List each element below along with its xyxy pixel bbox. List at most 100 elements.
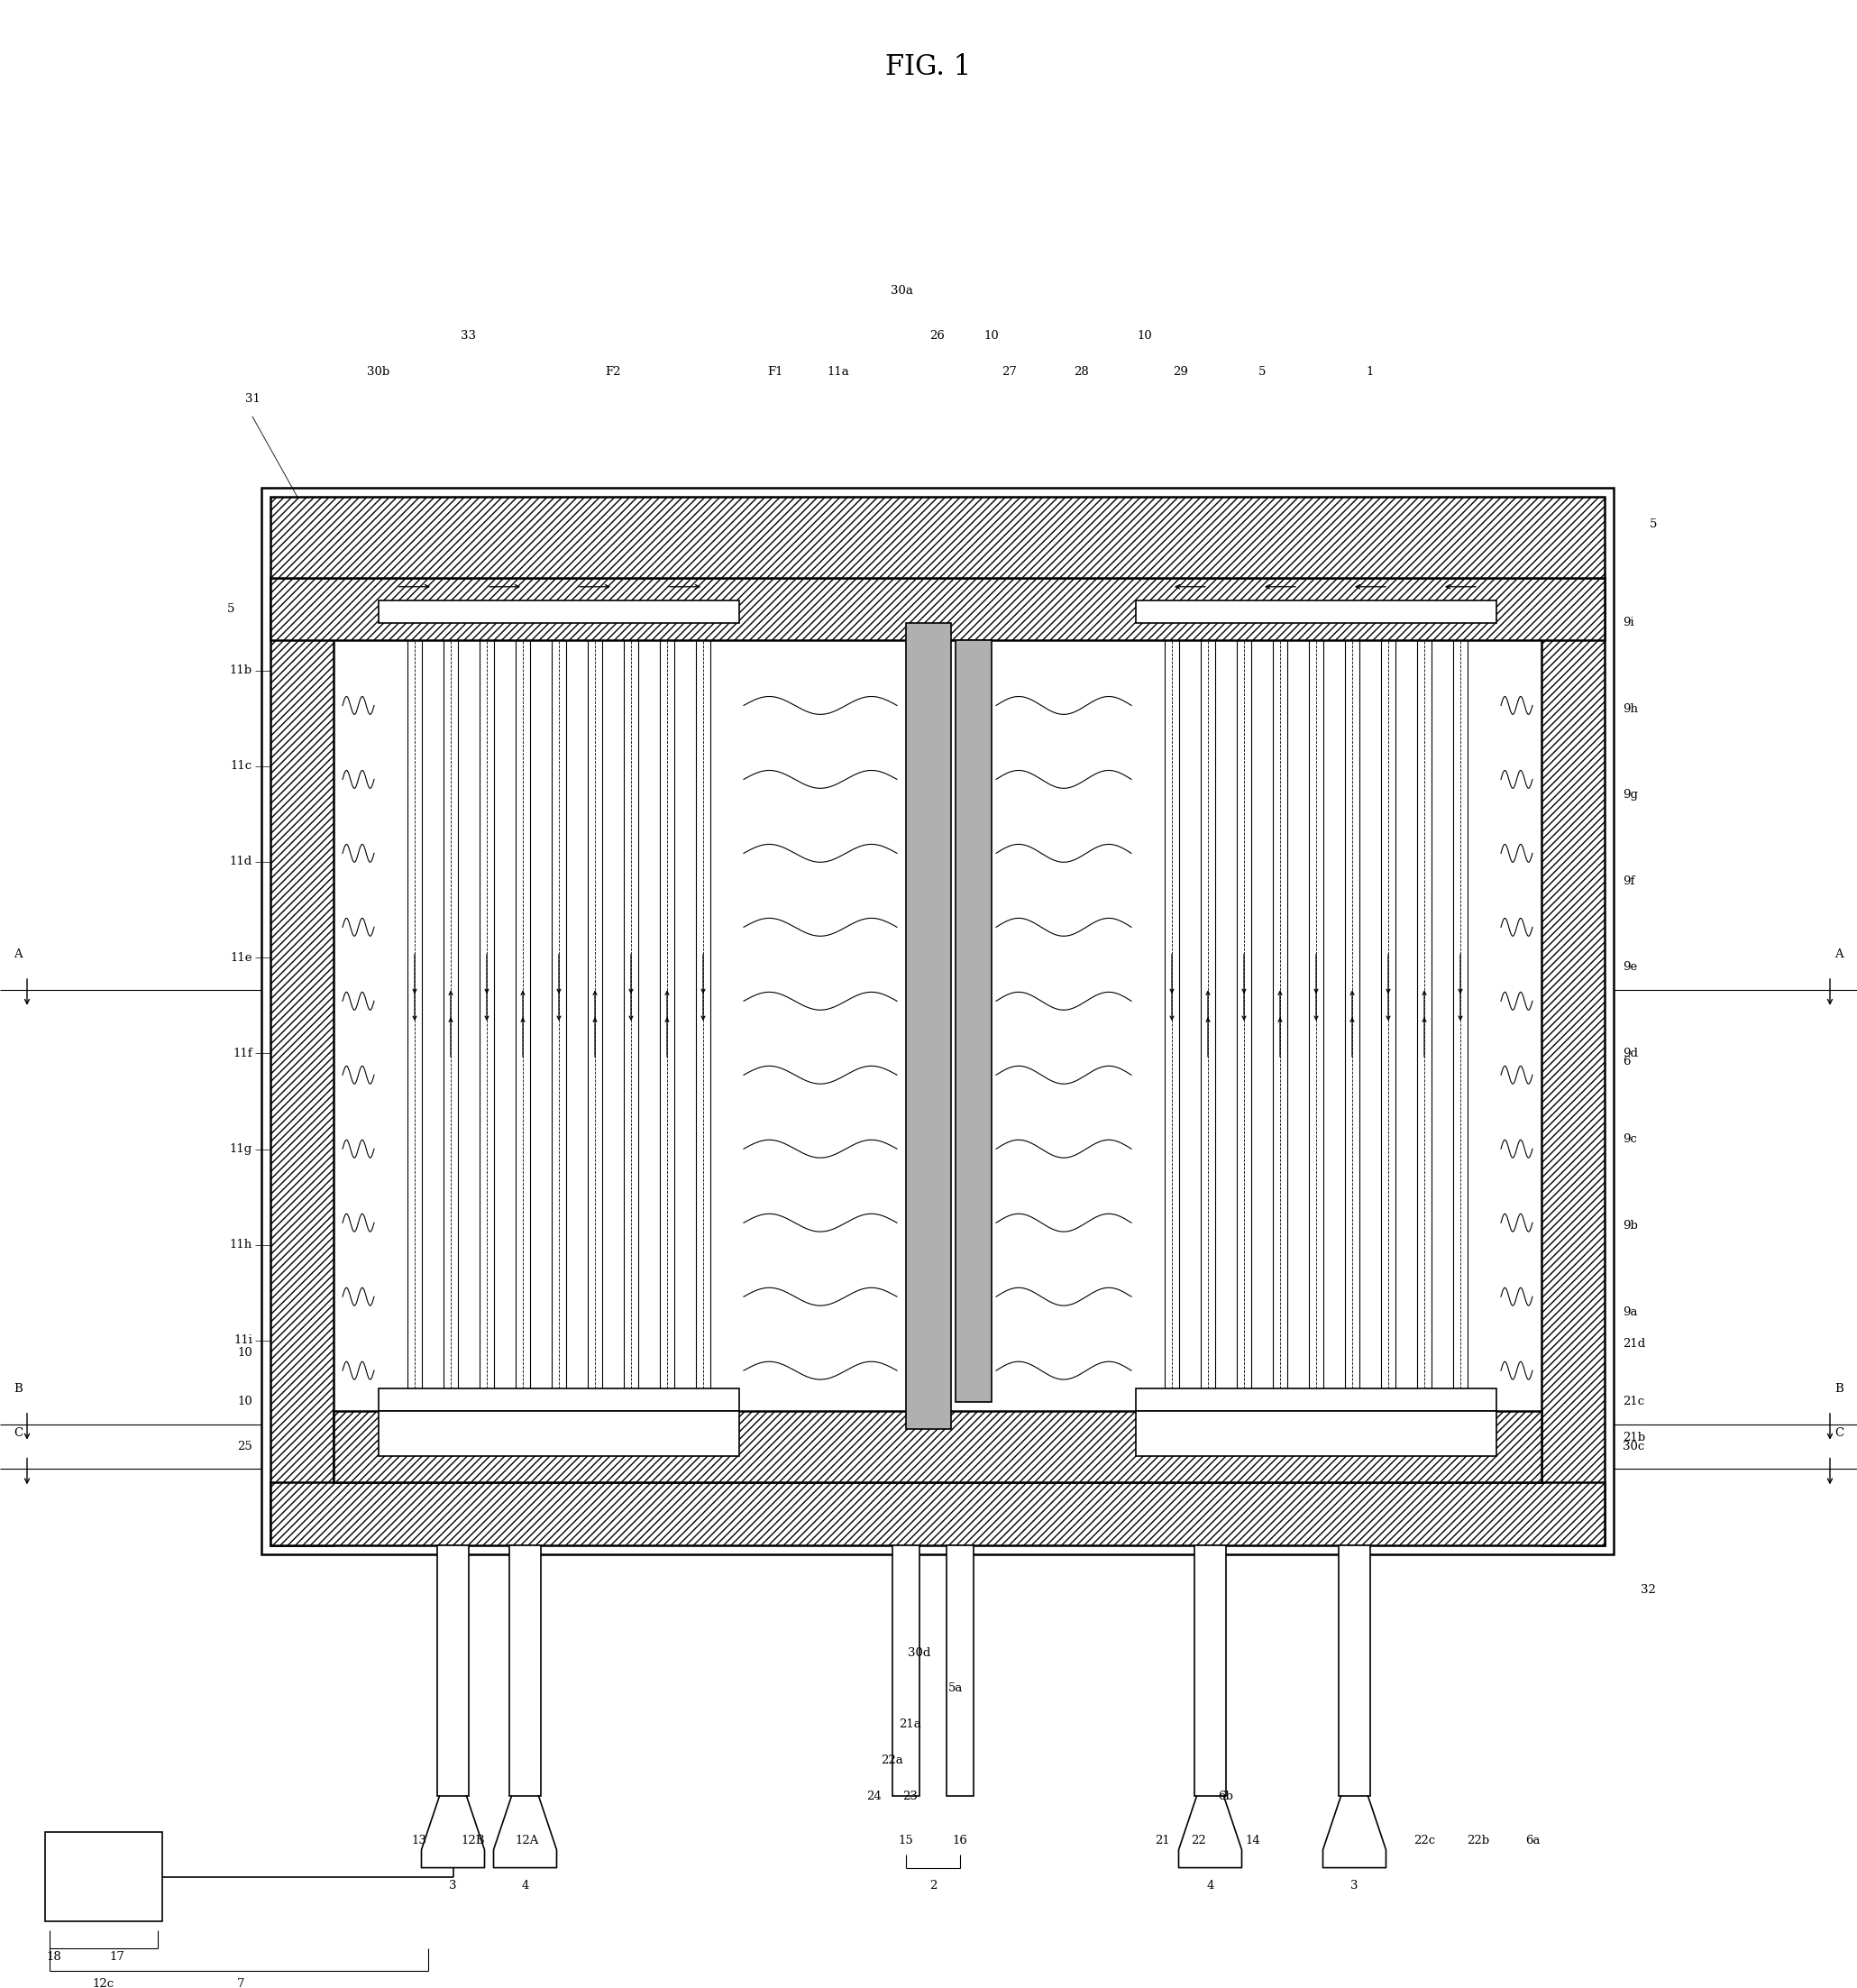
Text: 30b: 30b (368, 366, 390, 378)
Text: 18: 18 (46, 1952, 61, 1962)
Text: 2: 2 (928, 1881, 936, 1891)
Bar (906, 622, 951, 1429)
Bar (436, 1545, 468, 1795)
Text: 10: 10 (1136, 330, 1153, 342)
Text: 33: 33 (461, 330, 477, 342)
Text: 21d: 21d (1623, 1338, 1645, 1350)
Bar (262, 489, 1614, 1555)
Bar (1194, 1545, 1226, 1795)
Text: 11e: 11e (230, 952, 253, 964)
Bar (1541, 579, 1604, 1545)
Text: 9a: 9a (1623, 1306, 1638, 1318)
Text: 22: 22 (1192, 1835, 1207, 1847)
Text: 9b: 9b (1623, 1221, 1638, 1233)
Bar (509, 1545, 540, 1795)
Text: 5: 5 (1259, 366, 1266, 378)
Text: 4: 4 (1207, 1881, 1214, 1891)
Bar (379, 600, 739, 622)
Text: 11i: 11i (234, 1334, 253, 1346)
Text: 12A: 12A (516, 1835, 539, 1847)
Text: 11c: 11c (230, 759, 253, 771)
Text: 7: 7 (238, 1978, 245, 1988)
Text: 30a: 30a (890, 284, 912, 296)
Bar (1339, 1545, 1370, 1795)
Text: 12c: 12c (93, 1978, 115, 1988)
Bar (334, 1411, 1541, 1483)
Text: A: A (13, 948, 22, 960)
Bar (379, 1411, 739, 1455)
Bar (1136, 1388, 1497, 1411)
Text: 21: 21 (1155, 1835, 1170, 1847)
Text: 22c: 22c (1413, 1835, 1435, 1847)
Text: 30d: 30d (908, 1646, 930, 1658)
Text: 11h: 11h (230, 1239, 253, 1250)
Bar (271, 1483, 1604, 1545)
Bar (379, 1388, 739, 1411)
Text: 6a: 6a (1525, 1835, 1539, 1847)
Text: 12B: 12B (461, 1835, 485, 1847)
Text: 11g: 11g (230, 1143, 253, 1155)
Text: 9c: 9c (1623, 1133, 1636, 1145)
Text: 26: 26 (930, 330, 945, 342)
Text: 31: 31 (245, 394, 260, 404)
Text: 1: 1 (1367, 366, 1374, 378)
Text: 5: 5 (227, 602, 234, 614)
Text: 10: 10 (984, 330, 999, 342)
Text: 27: 27 (1003, 366, 1018, 378)
Text: 15: 15 (899, 1835, 914, 1847)
Bar (271, 497, 1604, 579)
Bar (271, 579, 334, 1545)
Text: 9e: 9e (1623, 962, 1638, 972)
Text: B: B (13, 1382, 22, 1394)
Text: C: C (13, 1427, 22, 1439)
Text: B: B (1835, 1382, 1844, 1394)
Text: 11d: 11d (230, 857, 253, 869)
Text: F1: F1 (767, 366, 784, 378)
Text: 14: 14 (1246, 1835, 1261, 1847)
Text: 22b: 22b (1467, 1835, 1489, 1847)
Text: 32: 32 (1640, 1584, 1656, 1596)
Bar (1136, 600, 1497, 622)
Text: 10: 10 (238, 1346, 253, 1358)
Text: A: A (1835, 948, 1844, 960)
Text: 22a: 22a (882, 1753, 904, 1765)
Text: 16: 16 (953, 1835, 967, 1847)
Text: 25: 25 (238, 1441, 253, 1453)
Bar (956, 640, 992, 1402)
Text: 13: 13 (412, 1835, 427, 1847)
Bar (1136, 1411, 1497, 1455)
Text: 9i: 9i (1623, 616, 1634, 628)
Text: 11f: 11f (232, 1048, 253, 1060)
Text: 11b: 11b (230, 664, 253, 676)
Bar (271, 579, 1604, 640)
Text: F2: F2 (605, 366, 620, 378)
Bar (45, 1831, 162, 1922)
Text: 3: 3 (449, 1881, 457, 1891)
Text: 24: 24 (867, 1789, 882, 1801)
Text: C: C (1835, 1427, 1844, 1439)
Text: 29: 29 (1174, 366, 1188, 378)
Text: 6b: 6b (1218, 1789, 1233, 1801)
Text: 5a: 5a (949, 1682, 964, 1694)
Text: 30c: 30c (1623, 1441, 1645, 1453)
Text: 23: 23 (903, 1789, 917, 1801)
Bar (947, 1545, 973, 1795)
Bar (893, 1545, 919, 1795)
Text: 28: 28 (1073, 366, 1090, 378)
Text: 9d: 9d (1623, 1048, 1638, 1060)
Text: 17: 17 (110, 1952, 124, 1962)
Text: 10: 10 (238, 1396, 253, 1408)
Text: 9g: 9g (1623, 789, 1638, 801)
Bar (334, 579, 1541, 1483)
Text: 9f: 9f (1623, 875, 1634, 887)
Text: 4: 4 (522, 1881, 529, 1891)
Text: 9h: 9h (1623, 704, 1638, 714)
Text: 21b: 21b (1623, 1431, 1645, 1443)
Text: 3: 3 (1350, 1881, 1357, 1891)
Text: 11a: 11a (826, 366, 849, 378)
Text: 21c: 21c (1623, 1396, 1643, 1408)
Text: 6: 6 (1623, 1056, 1630, 1068)
Text: 21a: 21a (899, 1718, 921, 1730)
Text: FIG. 1: FIG. 1 (886, 54, 971, 82)
Text: 5: 5 (1649, 519, 1656, 531)
